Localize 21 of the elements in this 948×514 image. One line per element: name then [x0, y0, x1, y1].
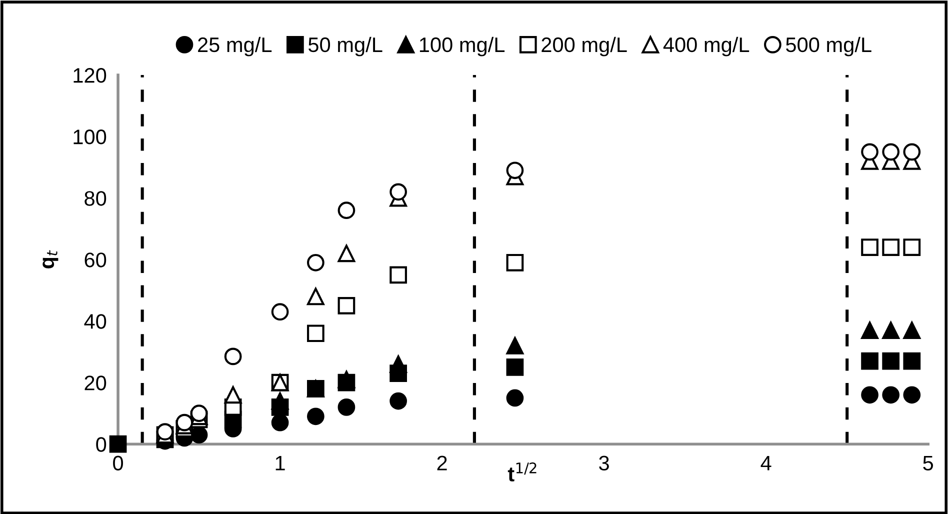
legend-label: 50 mg/L — [308, 36, 382, 56]
legend-label: 25 mg/L — [198, 36, 272, 56]
x-tick-label: 3 — [599, 456, 609, 471]
y-tick-label: 80 — [84, 191, 106, 206]
legend-label: 100 mg/L — [420, 36, 505, 56]
legend-label: 400 mg/L — [663, 36, 750, 56]
legend-label: 200 mg/L — [542, 36, 627, 56]
x-tick-label: 2 — [437, 456, 447, 470]
y-tick-label: 100 — [74, 130, 106, 144]
x-tick-label: 1 — [276, 456, 285, 470]
y-tick-label: 120 — [74, 68, 106, 83]
legend-label: 500 mg/L — [786, 36, 872, 56]
y-axis-title: q$_{t}$ — [42, 250, 58, 268]
y-tick-label: 60 — [84, 252, 106, 268]
y-tick-label: 20 — [84, 376, 106, 390]
x-tick-label: 0 — [113, 456, 124, 471]
x-tick-label: 4 — [760, 456, 772, 470]
y-tick-label: 40 — [84, 314, 106, 329]
x-axis-title: t$^{1/2}$ — [508, 462, 536, 482]
x-tick-label: 5 — [923, 456, 934, 471]
y-tick-label: 0 — [96, 437, 106, 452]
